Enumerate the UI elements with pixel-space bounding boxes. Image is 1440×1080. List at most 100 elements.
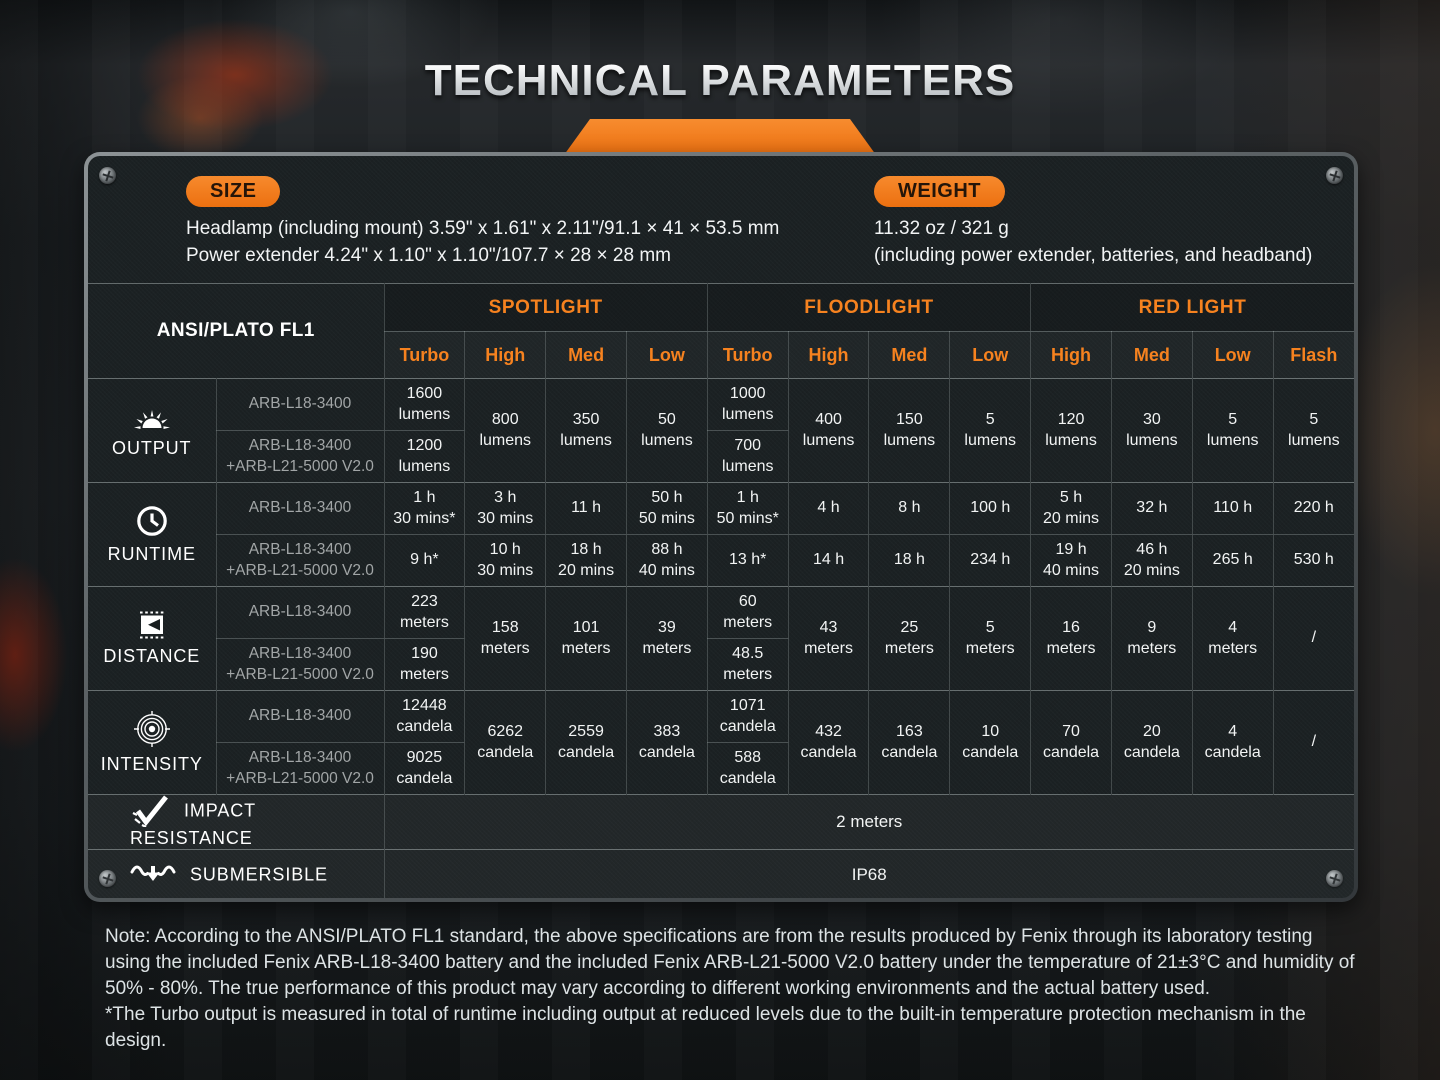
battery-label: ARB-L18-3400 +ARB-L21-5000 V2.0	[215, 430, 384, 483]
value-cell: 432 candela	[787, 690, 869, 795]
value-cell: 163 candela	[868, 690, 950, 795]
value-cell: 2 meters	[383, 794, 1354, 850]
value-cell: 50 h 50 mins	[625, 482, 708, 535]
group-header-floodlight: FLOODLIGHT	[706, 283, 1031, 332]
value-cell: 400 lumens	[787, 378, 869, 483]
value-cell: 234 h	[949, 534, 1031, 587]
value-cell: 10 candela	[949, 690, 1031, 795]
value-cell: 150 lumens	[868, 378, 950, 483]
mode-header-red-light-flash: Flash	[1272, 331, 1354, 379]
mode-header-floodlight-high: High	[787, 331, 869, 379]
screw-icon	[99, 167, 116, 184]
value-cell: 4 meters	[1191, 586, 1274, 691]
value-cell: 14 h	[787, 534, 869, 587]
value-cell: 700 lumens	[706, 430, 789, 483]
value-cell: 48.5 meters	[706, 638, 789, 691]
value-cell: 20 candela	[1110, 690, 1193, 795]
value-cell: 383 candela	[625, 690, 708, 795]
mode-header-floodlight-low: Low	[949, 331, 1031, 379]
battery-label: ARB-L18-3400	[215, 586, 384, 639]
mode-header-floodlight-med: Med	[868, 331, 950, 379]
size-line-headlamp: Headlamp (including mount) 3.59" x 1.61"…	[186, 218, 780, 239]
value-cell: 88 h 40 mins	[625, 534, 708, 587]
battery-label: ARB-L18-3400	[215, 690, 384, 743]
impact-icon	[130, 795, 170, 827]
row-label-text: DISTANCE	[103, 646, 201, 666]
value-cell: 1000 lumens	[706, 378, 789, 431]
group-header-spotlight: SPOTLIGHT	[383, 283, 708, 332]
value-cell: 1 h 30 mins*	[383, 482, 465, 535]
value-cell: 1200 lumens	[383, 430, 465, 483]
battery-label: ARB-L18-3400 +ARB-L21-5000 V2.0	[215, 742, 384, 795]
value-cell: 9 meters	[1110, 586, 1193, 691]
weight-block: WEIGHT 11.32 oz / 321 g (including power…	[874, 176, 1312, 269]
spec-panel-inner: SIZE Headlamp (including mount) 3.59" x …	[88, 156, 1354, 898]
page-title: TECHNICAL PARAMETERS	[0, 56, 1440, 106]
size-badge: SIZE	[186, 176, 281, 207]
value-cell: 5 lumens	[949, 378, 1031, 483]
battery-label: ARB-L18-3400 +ARB-L21-5000 V2.0	[215, 638, 384, 691]
value-cell: 1 h 50 mins*	[706, 482, 789, 535]
row-label-impact-resistance: IMPACT RESISTANCE	[88, 795, 384, 850]
value-cell: 12448 candela	[383, 690, 465, 743]
value-cell: 11 h	[545, 482, 627, 535]
row-label-text: SUBMERSIBLE	[190, 864, 328, 885]
mode-header-red-light-med: Med	[1110, 331, 1193, 379]
row-label-submersible: SUBMERSIBLE	[88, 849, 384, 898]
screw-icon	[1326, 167, 1343, 184]
group-header-red-light: RED LIGHT	[1030, 283, 1354, 332]
value-cell: 8 h	[868, 482, 950, 535]
intensity-icon	[130, 710, 174, 748]
orange-tab-shape	[564, 119, 876, 155]
value-cell: 43 meters	[787, 586, 869, 691]
table-corner-label: ANSI/PLATO FL1	[156, 320, 315, 341]
distance-icon	[130, 610, 174, 640]
value-cell: 223 meters	[383, 586, 465, 639]
value-cell: /	[1272, 586, 1354, 691]
size-block: SIZE Headlamp (including mount) 3.59" x …	[186, 176, 779, 269]
value-cell: 18 h	[868, 534, 950, 587]
size-weight-section: SIZE Headlamp (including mount) 3.59" x …	[88, 156, 1354, 283]
value-cell: 13 h*	[706, 534, 789, 587]
mode-header-red-light-high: High	[1030, 331, 1112, 379]
mode-header-floodlight-turbo: Turbo	[706, 331, 789, 379]
value-cell: 2559 candela	[545, 690, 627, 795]
value-cell: IP68	[383, 849, 1354, 898]
mode-header-red-light-low: Low	[1191, 331, 1274, 379]
value-cell: 25 meters	[868, 586, 950, 691]
row-label-text: INTENSITY	[100, 754, 203, 774]
value-cell: 9 h*	[383, 534, 465, 587]
value-cell: 10 h 30 mins	[464, 534, 546, 587]
mode-header-spotlight-turbo: Turbo	[383, 331, 465, 379]
value-cell: 190 meters	[383, 638, 465, 691]
value-cell: 110 h	[1191, 482, 1274, 535]
value-cell: 800 lumens	[464, 378, 546, 483]
row-label-text: OUTPUT	[112, 438, 192, 458]
value-cell: 530 h	[1272, 534, 1354, 587]
footnotes: Note: According to the ANSI/PLATO FL1 st…	[105, 924, 1359, 1054]
footnote-asterisk: *The Turbo output is measured in total o…	[105, 1004, 1306, 1052]
value-cell: 5 meters	[949, 586, 1031, 691]
value-cell: 588 candela	[706, 742, 789, 795]
value-cell: 3 h 30 mins	[464, 482, 546, 535]
value-cell: 120 lumens	[1030, 378, 1112, 483]
footnote-main: Note: According to the ANSI/PLATO FL1 st…	[105, 926, 1355, 1000]
value-cell: 4 candela	[1191, 690, 1274, 795]
battery-label: ARB-L18-3400	[215, 378, 384, 431]
value-cell: 60 meters	[706, 586, 789, 639]
value-cell: 16 meters	[1030, 586, 1112, 691]
value-cell: 100 h	[949, 482, 1031, 535]
value-cell: 30 lumens	[1110, 378, 1193, 483]
row-label-text: IMPACT RESISTANCE	[130, 800, 256, 848]
runtime-icon	[130, 504, 174, 538]
value-cell: 265 h	[1191, 534, 1274, 587]
value-cell: 1600 lumens	[383, 378, 465, 431]
size-line-power-extender: Power extender 4.24" x 1.10" x 1.10"/107…	[186, 245, 671, 266]
value-cell: 158 meters	[464, 586, 546, 691]
battery-label: ARB-L18-3400 +ARB-L21-5000 V2.0	[215, 534, 384, 587]
spec-table-wrap: ANSI/PLATO FL1 SPOTLIGHT FLOODLIGHT RED LIG…	[88, 283, 1354, 898]
value-cell: 70 candela	[1030, 690, 1112, 795]
value-cell: 5 h 20 mins	[1030, 482, 1112, 535]
value-cell: 4 h	[787, 482, 869, 535]
weight-badge: WEIGHT	[874, 176, 1005, 207]
